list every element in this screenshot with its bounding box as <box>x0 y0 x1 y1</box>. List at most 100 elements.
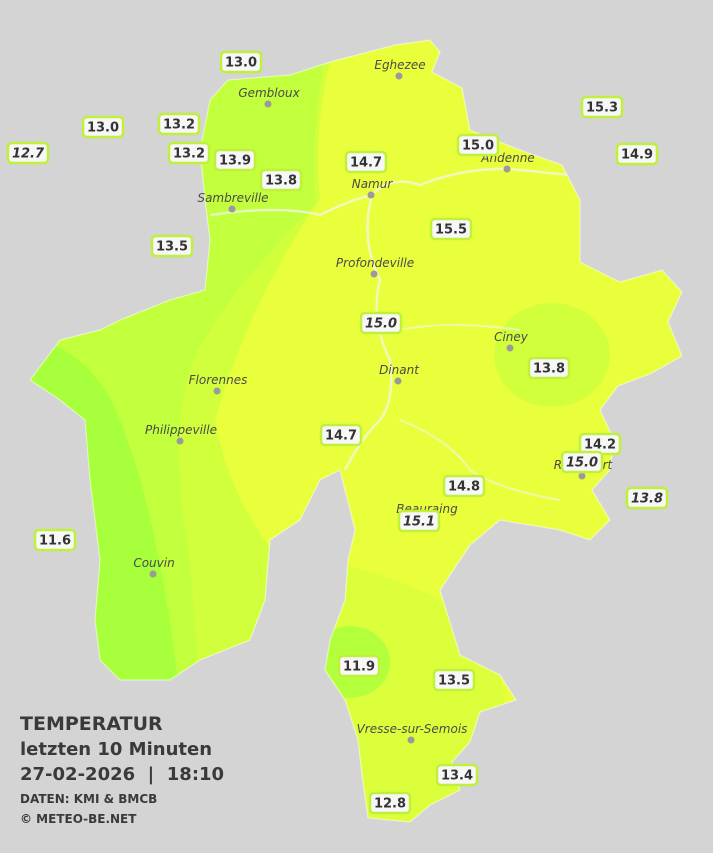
station-value: 13.0 <box>225 56 257 71</box>
station-value: 13.8 <box>265 174 297 189</box>
station-value: 14.7 <box>325 429 357 444</box>
station-box <box>6 141 50 165</box>
city-label: Eghezee <box>374 58 425 72</box>
station-box <box>33 528 77 552</box>
station: 15.1 <box>397 509 441 533</box>
station: 13.9 <box>213 148 257 172</box>
station-box <box>429 217 473 241</box>
station-value: 13.5 <box>156 240 188 255</box>
station: 14.8 <box>442 474 486 498</box>
station-value: 13.5 <box>438 674 470 689</box>
station-value: 11.6 <box>39 534 71 549</box>
station-value: 11.9 <box>343 660 375 675</box>
station: 13.4 <box>435 763 479 787</box>
station-value: 12.7 <box>12 147 45 162</box>
station: 14.9 <box>615 142 659 166</box>
station-box <box>359 311 403 335</box>
station-value: 15.5 <box>435 223 467 238</box>
station: 13.8 <box>625 486 669 510</box>
station-value: 14.8 <box>448 480 480 495</box>
station-box <box>167 141 211 165</box>
station-box <box>157 112 201 136</box>
station: 15.0 <box>456 133 500 157</box>
station-box <box>527 356 571 380</box>
station-box <box>319 423 363 447</box>
station-value: 13.0 <box>87 121 119 136</box>
station-value: 13.9 <box>219 154 251 169</box>
copyright: © METEO-BE.NET <box>20 812 137 826</box>
city-label: Gembloux <box>238 86 300 100</box>
station-box <box>213 148 257 172</box>
station-box <box>259 168 303 192</box>
city-dot <box>578 472 586 480</box>
station: 12.8 <box>368 791 412 815</box>
station: 13.2 <box>167 141 211 165</box>
city-dot <box>228 205 236 213</box>
station: 13.0 <box>219 50 263 74</box>
station: 14.7 <box>319 423 363 447</box>
city-label: Profondeville <box>336 256 414 270</box>
station-value: 15.1 <box>403 515 435 530</box>
title: TEMPERATUR <box>20 713 163 735</box>
station-box <box>580 95 624 119</box>
city-label: Couvin <box>133 556 174 570</box>
city-dot <box>395 72 403 80</box>
city-dot <box>503 165 511 173</box>
station-box <box>81 115 125 139</box>
station-box <box>456 133 500 157</box>
station: 15.3 <box>580 95 624 119</box>
station: 13.8 <box>259 168 303 192</box>
station: 13.5 <box>150 234 194 258</box>
station-value: 14.7 <box>350 156 382 171</box>
city-dot <box>367 191 375 199</box>
station-box <box>560 450 604 474</box>
station: 13.8 <box>527 356 571 380</box>
station: 14.7 <box>344 150 388 174</box>
station: 11.9 <box>337 654 381 678</box>
city-label: Dinant <box>379 363 420 377</box>
city-label: Florennes <box>189 373 248 387</box>
station: 15.0 <box>560 450 604 474</box>
source: DATEN: KMI & BMCB <box>20 792 157 806</box>
station-box <box>397 509 441 533</box>
station-value: 15.0 <box>566 456 598 471</box>
city-label: Philippeville <box>145 423 217 437</box>
station-value: 15.0 <box>365 317 397 332</box>
station-box <box>432 668 476 692</box>
station: 12.7 <box>6 141 50 165</box>
city-label: Namur <box>352 177 394 191</box>
station: 13.2 <box>157 112 201 136</box>
station-box <box>344 150 388 174</box>
station: 15.0 <box>359 311 403 335</box>
city-dot <box>264 100 272 108</box>
station: 13.0 <box>81 115 125 139</box>
station-value: 13.8 <box>631 492 663 507</box>
city-dot <box>506 344 514 352</box>
station-value: 15.3 <box>586 101 618 116</box>
station-box <box>337 654 381 678</box>
city-dot <box>370 270 378 278</box>
station: 13.5 <box>432 668 476 692</box>
station-value: 13.8 <box>533 362 565 377</box>
station-value: 13.2 <box>163 118 195 133</box>
city-dot <box>394 377 402 385</box>
city-dot <box>176 437 184 445</box>
subtitle: letzten 10 Minuten <box>20 739 212 760</box>
station-value: 12.8 <box>374 797 406 812</box>
station-value: 14.9 <box>621 148 653 163</box>
city-label: Ciney <box>494 330 529 344</box>
stations: 13.0 13.0 12.7 13.2 13.2 13.9 13.8 14.7 15.0 15.3… <box>6 50 669 815</box>
city-label: Sambreville <box>197 191 268 205</box>
station-value: 15.0 <box>462 139 494 154</box>
station-box <box>442 474 486 498</box>
station-value: 13.2 <box>173 147 205 162</box>
station-box <box>368 791 412 815</box>
station-value: 14.2 <box>584 438 616 453</box>
cities: EghezeeGemblouxAndenneNamurSambrevillePr… <box>133 58 614 744</box>
station-value: 13.4 <box>441 769 473 784</box>
station-box <box>625 486 669 510</box>
city-dot <box>149 570 157 578</box>
station-box <box>615 142 659 166</box>
city-dot <box>213 387 221 395</box>
